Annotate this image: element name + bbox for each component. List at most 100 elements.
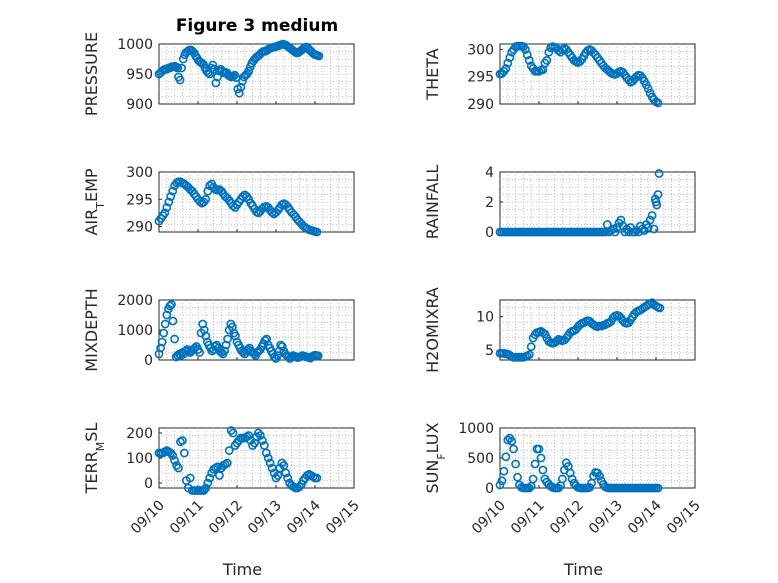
y-axis-label: THETA	[423, 48, 442, 100]
series-markers	[154, 300, 323, 363]
y-tick-label: 0	[485, 225, 494, 241]
y-axis-label: AIRTEMP	[82, 168, 107, 235]
data-point	[509, 444, 518, 454]
data-point	[511, 459, 520, 469]
data-point	[205, 473, 215, 483]
y-axis-label: SUNFLUX	[423, 422, 448, 493]
data-point	[497, 476, 507, 486]
figure-title: Figure 3 medium	[176, 16, 338, 36]
data-point	[526, 342, 536, 352]
data-point	[567, 474, 577, 484]
data-point	[175, 75, 185, 85]
subplot-air-temp: 290 295 300 AIRTEMP	[82, 165, 355, 237]
y-tick-label: 100	[126, 451, 153, 467]
data-point	[166, 192, 176, 201]
data-point	[162, 310, 172, 320]
data-point	[173, 63, 183, 73]
series-markers	[495, 169, 664, 237]
x-tick-label: 09/10	[469, 498, 509, 538]
subplot-rainfall: 0 2 4 RAINFALL	[423, 165, 696, 241]
data-point	[201, 483, 211, 493]
y-tick-label: 300	[467, 42, 494, 58]
data-point	[208, 60, 218, 70]
data-point	[164, 197, 174, 207]
series-markers	[154, 177, 322, 237]
data-point	[236, 82, 246, 92]
y-tick-label: 950	[126, 67, 153, 83]
y-tick-label: 1000	[117, 37, 153, 53]
series-markers	[154, 39, 324, 98]
data-point	[168, 451, 178, 460]
data-point	[505, 53, 515, 62]
data-point	[595, 471, 604, 481]
data-point	[654, 169, 664, 178]
data-point	[154, 349, 164, 359]
y-axis-label: MIXDEPTH	[82, 288, 101, 371]
data-point	[160, 319, 170, 329]
series-markers	[154, 426, 322, 495]
data-point	[198, 319, 208, 329]
data-point	[159, 328, 169, 338]
subplot-theta: 290 295 300 THETA	[423, 41, 696, 113]
x-tick-label: 09/15	[664, 498, 704, 538]
data-point	[177, 63, 186, 73]
data-point	[228, 428, 238, 438]
subplot-mixdepth: 0 1000 2000 MIXDEPTH	[82, 288, 355, 372]
y-tick-label: 900	[126, 97, 153, 113]
data-point	[227, 322, 237, 332]
y-tick-label: 1000	[458, 421, 494, 437]
data-point	[655, 303, 665, 313]
y-tick-label: 0	[144, 353, 153, 369]
data-point	[542, 56, 552, 65]
data-point	[313, 351, 323, 361]
data-point	[585, 482, 595, 492]
data-point	[524, 483, 534, 493]
y-tick-label: 200	[126, 426, 153, 442]
x-tick-label: 09/14	[625, 497, 665, 537]
data-point	[220, 346, 229, 356]
data-point	[201, 331, 211, 341]
x-tick-label: 09/10	[128, 498, 168, 538]
data-point	[165, 301, 175, 311]
data-point	[257, 436, 267, 445]
data-point	[179, 448, 189, 458]
data-point	[167, 300, 176, 309]
data-point	[495, 480, 505, 490]
x-tick-label: 09/12	[206, 498, 246, 538]
data-point	[612, 223, 622, 232]
data-point	[224, 446, 234, 455]
data-point	[610, 227, 620, 237]
data-point	[185, 473, 195, 483]
data-point	[195, 348, 204, 357]
y-tick-label: 290	[126, 220, 153, 236]
data-point	[524, 56, 534, 65]
data-point	[230, 331, 240, 341]
data-point	[211, 78, 221, 88]
y-tick-label: 1000	[117, 323, 153, 339]
data-point	[223, 334, 232, 344]
data-point	[312, 227, 322, 237]
data-point	[174, 463, 183, 473]
data-point	[507, 436, 517, 446]
data-point	[209, 64, 219, 74]
x-tick-label: 09/12	[547, 498, 587, 538]
data-point	[203, 478, 213, 488]
y-tick-label: 2	[485, 195, 494, 211]
y-tick-label: 10	[476, 310, 494, 326]
data-point	[162, 203, 172, 212]
data-point	[177, 436, 187, 445]
series-markers	[495, 433, 663, 493]
y-tick-label: 4	[485, 165, 494, 181]
data-point	[312, 473, 322, 483]
data-point	[261, 448, 271, 458]
y-tick-label: 300	[126, 165, 153, 181]
data-point	[265, 458, 275, 468]
data-point	[213, 72, 222, 82]
data-point	[170, 456, 179, 465]
x-axis-label: Time	[563, 560, 603, 579]
series-markers	[495, 298, 665, 362]
data-point	[273, 351, 282, 360]
data-point	[499, 466, 509, 476]
data-point	[314, 51, 324, 61]
data-point	[160, 208, 170, 218]
